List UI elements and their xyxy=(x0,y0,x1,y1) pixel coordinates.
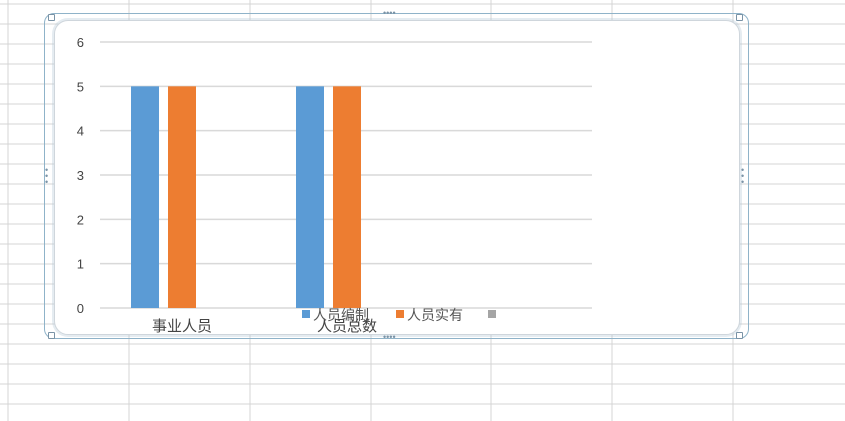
y-tick-label: 3 xyxy=(77,168,84,183)
resize-handle-right[interactable]: • • • xyxy=(741,165,745,187)
resize-handle-bottom-left[interactable] xyxy=(48,332,55,339)
resize-handle-left[interactable]: • • • xyxy=(45,165,49,187)
legend-swatch xyxy=(302,310,310,318)
y-tick-label: 0 xyxy=(77,301,84,316)
y-tick-label: 2 xyxy=(77,212,84,227)
y-tick-label: 6 xyxy=(77,35,84,50)
resize-handle-top-right[interactable] xyxy=(736,14,743,21)
bar[interactable] xyxy=(131,86,159,308)
y-tick-label: 4 xyxy=(77,124,84,139)
legend-label: 人员编制 xyxy=(313,308,369,324)
resize-handle-top-left[interactable] xyxy=(48,14,55,21)
legend-swatch xyxy=(488,310,496,318)
legend-swatch xyxy=(396,310,404,318)
y-tick-label: 1 xyxy=(77,257,84,272)
y-tick-label: 5 xyxy=(77,79,84,94)
resize-handle-bottom-right[interactable] xyxy=(736,332,743,339)
bar[interactable] xyxy=(296,86,324,308)
x-tick-label: 事业人员 xyxy=(152,317,212,335)
bar[interactable] xyxy=(333,86,361,308)
bar[interactable] xyxy=(168,86,196,308)
x-tick-label: 人员总数 xyxy=(317,317,377,335)
chart-selection-frame[interactable] xyxy=(44,13,749,339)
resize-handle-top[interactable]: •••• xyxy=(383,8,396,18)
legend-label: 人员实有 xyxy=(407,308,463,324)
resize-handle-bottom[interactable]: •••• xyxy=(383,332,396,342)
